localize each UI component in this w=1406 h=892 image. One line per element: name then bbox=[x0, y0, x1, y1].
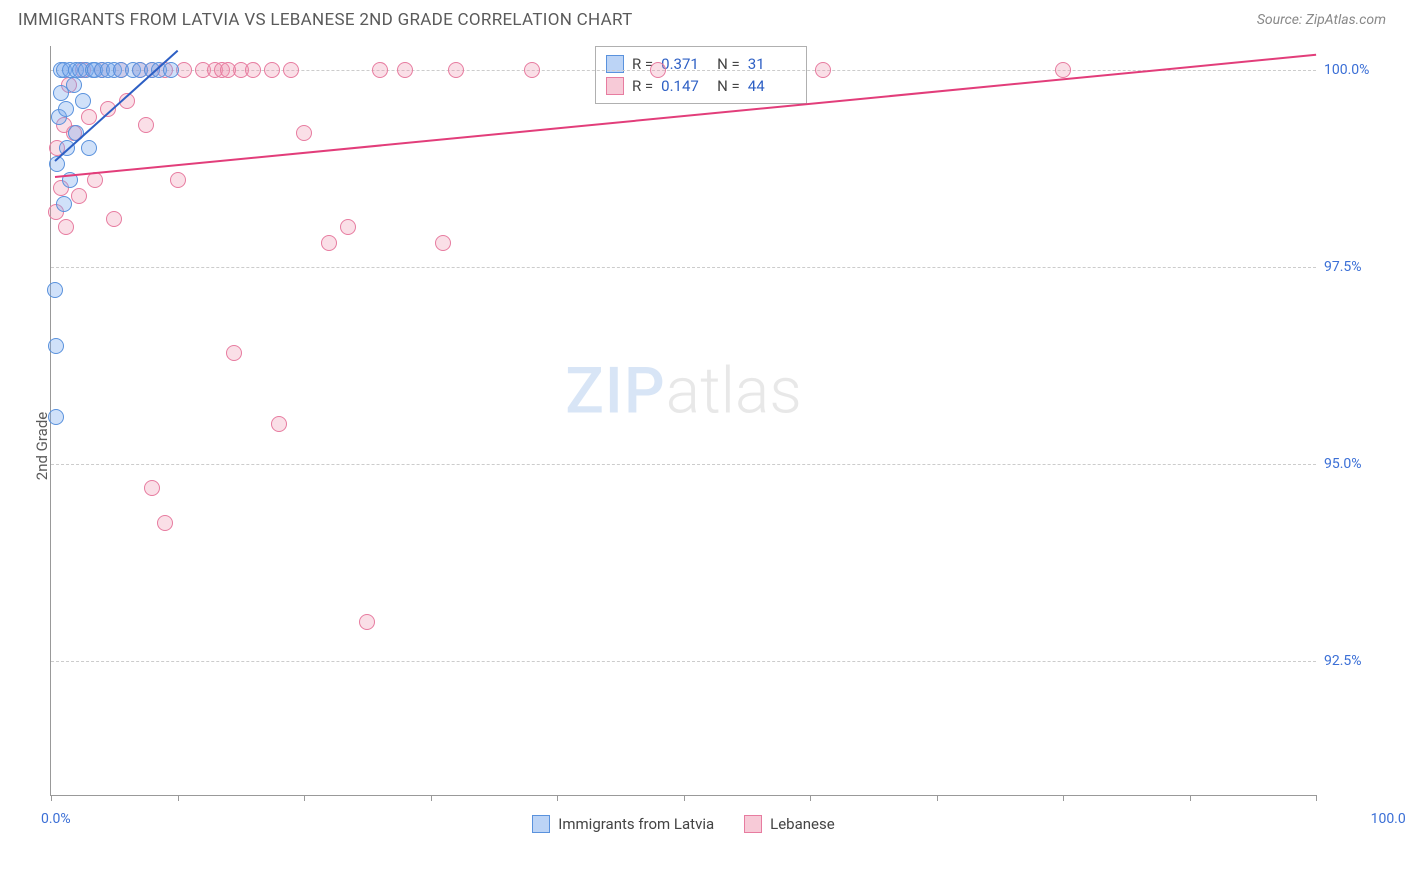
stats-row-b: R = 0.147 N = 44 bbox=[606, 75, 796, 97]
y-tick-label: 97.5% bbox=[1324, 259, 1394, 275]
x-tick bbox=[1063, 795, 1064, 801]
series-a-point bbox=[163, 62, 179, 78]
stats-row-a: R = 0.371 N = 31 bbox=[606, 53, 796, 75]
series-b-point bbox=[170, 172, 186, 188]
x-tick bbox=[684, 795, 685, 801]
r-label-b: R = bbox=[632, 77, 653, 95]
x-tick bbox=[1316, 795, 1317, 801]
legend-item-b: Lebanese bbox=[744, 815, 835, 833]
x-tick bbox=[1190, 795, 1191, 801]
legend-item-a: Immigrants from Latvia bbox=[532, 815, 714, 833]
series-b-point bbox=[340, 219, 356, 235]
legend-label-a: Immigrants from Latvia bbox=[558, 815, 714, 833]
x-tick bbox=[178, 795, 179, 801]
chart-title: IMMIGRANTS FROM LATVIA VS LEBANESE 2ND G… bbox=[18, 10, 633, 30]
series-b-point bbox=[524, 62, 540, 78]
series-b-point bbox=[650, 62, 666, 78]
series-b-point bbox=[245, 62, 261, 78]
series-legend: Immigrants from Latvia Lebanese bbox=[51, 815, 1316, 833]
x-axis-max-label: 100.0% bbox=[1371, 811, 1406, 827]
x-tick bbox=[51, 795, 52, 801]
legend-swatch-b-icon bbox=[744, 815, 762, 833]
series-a-point bbox=[68, 125, 84, 141]
gridline bbox=[51, 464, 1316, 465]
series-b-point bbox=[58, 219, 74, 235]
y-tick-label: 95.0% bbox=[1324, 456, 1394, 472]
x-tick bbox=[557, 795, 558, 801]
n-value-b: 44 bbox=[748, 77, 796, 95]
series-b-point bbox=[448, 62, 464, 78]
x-tick bbox=[810, 795, 811, 801]
gridline bbox=[51, 267, 1316, 268]
n-label-b: N = bbox=[717, 77, 740, 95]
series-b-point bbox=[157, 515, 173, 531]
source-attribution: Source: ZipAtlas.com bbox=[1257, 12, 1386, 28]
watermark-part1: ZIP bbox=[565, 353, 666, 428]
y-axis-label: 2nd Grade bbox=[33, 412, 51, 480]
watermark-part2: atlas bbox=[666, 353, 802, 428]
legend-swatch-a-icon bbox=[532, 815, 550, 833]
stats-legend: R = 0.371 N = 31 R = 0.147 N = 44 bbox=[595, 46, 807, 104]
series-a-point bbox=[58, 101, 74, 117]
series-b-point bbox=[1055, 62, 1071, 78]
series-a-point bbox=[56, 196, 72, 212]
chart-area: 2nd Grade ZIPatlas R = 0.371 N = 31 R = … bbox=[0, 36, 1406, 856]
series-b-point bbox=[283, 62, 299, 78]
series-b-point bbox=[144, 480, 160, 496]
series-b-point bbox=[359, 614, 375, 630]
swatch-b-icon bbox=[606, 77, 624, 95]
series-a-point bbox=[66, 77, 82, 93]
x-tick bbox=[937, 795, 938, 801]
watermark: ZIPatlas bbox=[565, 353, 802, 428]
legend-label-b: Lebanese bbox=[770, 815, 835, 833]
r-value-b: 0.147 bbox=[661, 77, 709, 95]
plot-region: ZIPatlas R = 0.371 N = 31 R = 0.147 N = … bbox=[50, 46, 1316, 796]
series-a-point bbox=[75, 93, 91, 109]
series-b-point bbox=[435, 235, 451, 251]
x-tick bbox=[431, 795, 432, 801]
series-b-point bbox=[106, 211, 122, 227]
series-a-point bbox=[47, 282, 63, 298]
series-b-point bbox=[138, 117, 154, 133]
series-b-point bbox=[271, 416, 287, 432]
y-tick-label: 92.5% bbox=[1324, 653, 1394, 669]
series-b-point bbox=[397, 62, 413, 78]
series-b-point bbox=[815, 62, 831, 78]
y-tick-label: 100.0% bbox=[1324, 62, 1394, 78]
series-a-point bbox=[81, 140, 97, 156]
series-b-point bbox=[372, 62, 388, 78]
gridline bbox=[51, 661, 1316, 662]
series-b-point bbox=[321, 235, 337, 251]
series-b-point bbox=[226, 345, 242, 361]
series-b-point bbox=[296, 125, 312, 141]
series-a-point bbox=[48, 338, 64, 354]
series-b-point bbox=[71, 188, 87, 204]
series-b-point bbox=[264, 62, 280, 78]
series-b-point bbox=[220, 62, 236, 78]
series-a-point bbox=[48, 409, 64, 425]
x-tick bbox=[304, 795, 305, 801]
